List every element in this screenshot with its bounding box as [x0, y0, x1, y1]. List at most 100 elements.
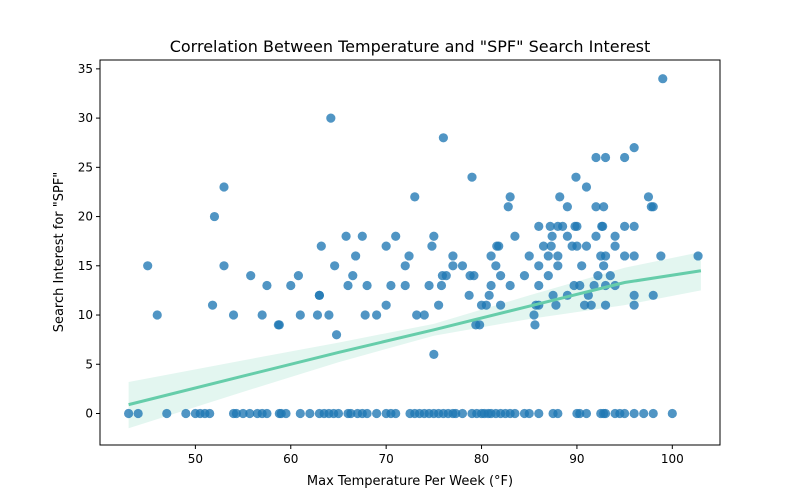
data-point	[486, 280, 496, 291]
data-point	[648, 202, 658, 212]
data-point	[591, 152, 601, 163]
data-point	[629, 143, 639, 153]
data-point	[330, 261, 340, 271]
data-point	[475, 320, 485, 330]
data-point	[464, 290, 474, 300]
data-point	[629, 290, 639, 300]
data-point	[543, 271, 553, 281]
data-point	[341, 231, 351, 241]
data-point	[610, 241, 620, 251]
data-point	[436, 280, 447, 291]
data-point	[572, 241, 582, 251]
chart-title: Correlation Between Temperature and "SPF…	[170, 37, 651, 56]
data-point	[246, 271, 256, 281]
data-point	[286, 280, 296, 291]
x-tick-label: 90	[569, 452, 584, 466]
data-point	[620, 251, 630, 261]
data-point	[372, 408, 382, 419]
regression-line	[128, 269, 702, 407]
data-point	[348, 271, 358, 281]
data-point	[457, 261, 468, 271]
data-point	[534, 408, 544, 419]
data-point	[326, 113, 336, 123]
data-point	[133, 408, 143, 419]
data-point	[491, 261, 501, 271]
data-point	[469, 271, 479, 281]
data-point	[589, 280, 599, 291]
data-point	[572, 221, 582, 232]
data-point	[360, 310, 370, 320]
data-point	[448, 261, 458, 271]
data-point	[538, 241, 549, 251]
data-point	[481, 300, 491, 310]
y-tick-label: 35	[78, 62, 93, 76]
data-point	[577, 261, 587, 271]
data-point	[419, 310, 429, 320]
y-tick-label: 5	[85, 357, 93, 371]
x-tick-label: 50	[188, 452, 203, 466]
data-point	[600, 300, 611, 310]
data-point	[693, 251, 703, 261]
data-point	[610, 231, 620, 241]
data-point	[510, 408, 520, 419]
data-point	[209, 211, 220, 222]
data-point	[656, 251, 666, 261]
data-point	[551, 300, 561, 310]
data-point	[231, 408, 241, 419]
data-point	[404, 251, 414, 261]
data-point	[629, 300, 639, 310]
data-point	[427, 241, 437, 251]
data-point	[534, 280, 544, 291]
data-point	[593, 271, 603, 281]
y-tick-label: 30	[78, 111, 93, 125]
data-point	[372, 310, 382, 320]
data-point	[262, 280, 272, 291]
data-point	[305, 408, 315, 419]
data-point	[620, 221, 630, 232]
data-point	[441, 271, 451, 281]
data-point	[579, 300, 590, 310]
data-point	[410, 192, 420, 202]
data-point	[262, 408, 272, 419]
data-point	[316, 241, 326, 251]
data-point	[362, 280, 372, 291]
data-point	[381, 241, 391, 251]
data-point	[228, 310, 239, 320]
data-point	[629, 408, 639, 419]
data-point	[620, 152, 630, 163]
y-tick-label: 10	[78, 308, 93, 322]
x-tick-label: 100	[661, 452, 684, 466]
data-point	[505, 280, 515, 291]
data-point	[543, 251, 553, 261]
data-point	[591, 202, 601, 212]
data-point	[629, 251, 639, 261]
data-point	[562, 202, 572, 212]
data-point	[494, 241, 504, 251]
data-point	[381, 300, 391, 310]
data-point	[281, 408, 291, 419]
data-point	[598, 221, 608, 232]
data-point	[293, 271, 303, 281]
data-point	[648, 408, 658, 419]
x-tick-label: 80	[474, 452, 489, 466]
data-point	[467, 172, 477, 182]
data-point	[581, 408, 592, 419]
data-point	[484, 290, 494, 300]
data-point	[343, 280, 353, 291]
data-point	[438, 133, 448, 143]
y-axis-label: Search Interest for "SPF"	[52, 172, 67, 333]
data-point	[658, 74, 668, 84]
data-point	[503, 202, 513, 212]
data-point	[400, 280, 410, 291]
data-point	[600, 152, 611, 163]
data-point	[639, 408, 649, 419]
data-point	[312, 310, 323, 320]
data-point	[586, 300, 596, 310]
data-point	[581, 241, 592, 251]
y-tick-label: 25	[78, 160, 93, 174]
data-point	[547, 231, 557, 241]
data-point	[510, 231, 520, 241]
data-point	[548, 290, 558, 300]
data-point	[599, 202, 609, 212]
data-point	[412, 310, 422, 320]
